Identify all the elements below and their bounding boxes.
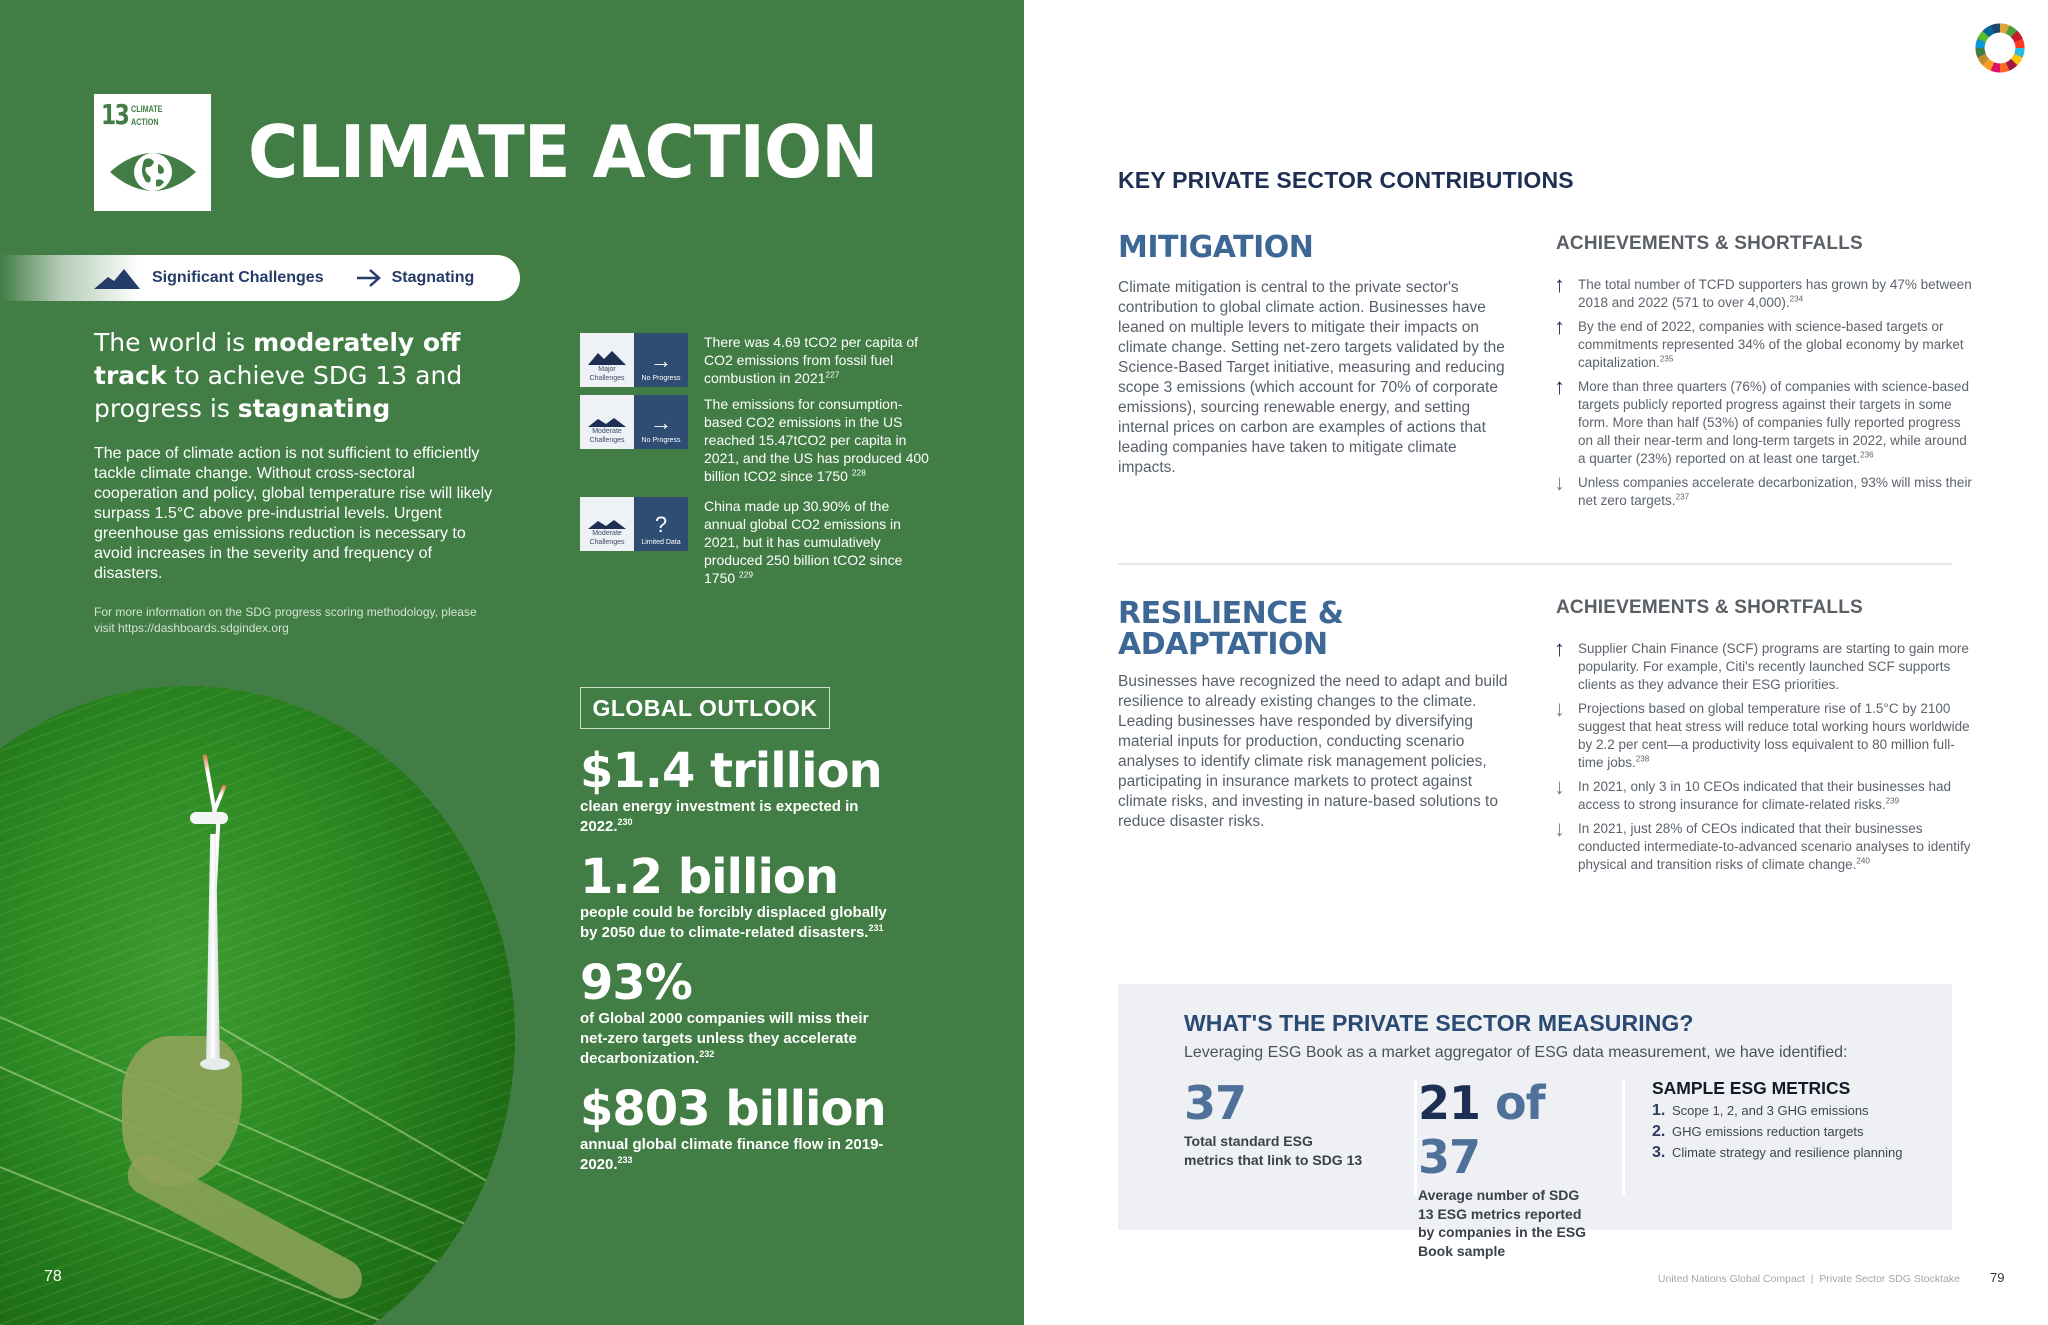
indicator-row: Major Challenges → No Progress There was … <box>580 333 940 387</box>
sdg-number: 13 <box>101 98 130 131</box>
key-contributions-heading: KEY PRIVATE SECTOR CONTRIBUTIONS <box>1118 167 1574 193</box>
global-outlook-stats: $1.4 trillion clean energy investment is… <box>580 745 900 1189</box>
left-page: 13 CLIMATE ACTION CLIMATE ACTION Signifi… <box>0 0 1024 1325</box>
indicator-row: Moderate Challenges → No Progress The emi… <box>580 395 940 485</box>
mitigation-body: Climate mitigation is central to the pri… <box>1118 279 1505 476</box>
measuring-subtitle: Leveraging ESG Book as a market aggregat… <box>1184 1044 1848 1061</box>
sample-metric-item: 1. Scope 1, 2, and 3 GHG emissions <box>1652 1102 1869 1119</box>
arrow-right-icon: → <box>650 410 672 435</box>
arrow-right-icon: → <box>650 348 672 373</box>
page-number: 78 <box>44 1268 62 1285</box>
dashboard-status: Significant Challenges <box>152 269 324 286</box>
wind-turbine-photo <box>0 686 515 1325</box>
achievement-item: ↑ By the end of 2022, companies with scie… <box>1554 314 1964 371</box>
arrow-up-icon: ↑ <box>1554 374 1565 399</box>
sample-metric-item: 3. Climate strategy and resilience planni… <box>1652 1144 1903 1161</box>
outlook-stat: 93% of Global 2000 companies will miss t… <box>580 955 869 1067</box>
mitigation-title: MITIGATION <box>1118 230 1314 265</box>
shortfall-item: ↓ Projections based on global temperature… <box>1554 696 1970 771</box>
shortfall-item: ↓ In 2021, only 3 in 10 CEOs indicated th… <box>1554 774 1951 813</box>
achievement-item: ↑ Supplier Chain Finance (SCF) programs a… <box>1554 636 1969 693</box>
methodology-note: For more information on the SDG progress… <box>94 605 477 635</box>
resilience-body: Businesses have recognized the need to a… <box>1118 673 1508 830</box>
arrow-up-icon: ↑ <box>1554 314 1565 339</box>
column-divider <box>1622 1080 1625 1196</box>
footer-text: United Nations Global Compact | Private … <box>1657 1273 1960 1285</box>
arrow-down-icon: ↓ <box>1554 816 1565 841</box>
sample-metric-item: 2. GHG emissions reduction targets <box>1652 1123 1864 1140</box>
indicator-chip: Moderate Challenges ? Limited Data <box>580 497 688 551</box>
mountain-icon <box>94 269 140 289</box>
arrow-down-icon: ↓ <box>1554 696 1565 721</box>
outlook-stat: $1.4 trillion clean energy investment is… <box>580 743 883 835</box>
sdg-status-pill: Significant Challenges Stagnating <box>0 255 520 301</box>
mitigation-achievements-list: ↑ The total number of TCFD supporters has… <box>1554 272 1974 516</box>
mountain-icon <box>588 520 626 529</box>
outlook-stat: 1.2 billion people could be forcibly dis… <box>580 849 887 941</box>
global-outlook-heading: GLOBAL OUTLOOK <box>580 687 830 729</box>
resilience-achievements-title: ACHIEVEMENTS & SHORTFALLS <box>1556 597 1863 618</box>
trend-status: Stagnating <box>391 269 475 286</box>
arrow-up-icon: ↑ <box>1554 636 1565 661</box>
metric-stat-total: 37 Total standard ESG metrics that link … <box>1184 1076 1363 1168</box>
arrow-up-icon: ↑ <box>1554 272 1565 297</box>
mitigation-achievements-title: ACHIEVEMENTS & SHORTFALLS <box>1556 233 1863 254</box>
right-page: KEY PRIVATE SECTOR CONTRIBUTIONS MITIGAT… <box>1024 0 2048 1325</box>
sdg-label: CLIMATE ACTION <box>131 104 163 127</box>
indicator-chip: Moderate Challenges → No Progress <box>580 395 688 449</box>
page-number: 79 <box>1990 1270 2005 1285</box>
page-title: CLIMATE ACTION <box>248 110 878 194</box>
measuring-panel: WHAT'S THE PRIVATE SECTOR MEASURING? Lev… <box>1118 984 1952 1259</box>
indicator-row: Moderate Challenges ? Limited Data China … <box>580 497 940 587</box>
outlook-stat: $803 billion annual global climate finan… <box>580 1081 887 1173</box>
shortfall-item: ↓ Unless companies accelerate decarboniza… <box>1554 470 1972 509</box>
arrow-right-icon <box>356 269 381 287</box>
indicator-text: China made up 30.90% of the annual globa… <box>704 498 903 586</box>
sdg13-badge: 13 CLIMATE ACTION <box>94 94 211 211</box>
sample-metrics: SAMPLE ESG METRICS 1. Scope 1, 2, and 3 G… <box>1652 1078 1912 1166</box>
intro-body: The pace of climate action is not suffic… <box>94 445 493 582</box>
resilience-achievements-list: ↑ Supplier Chain Finance (SCF) programs a… <box>1554 636 1974 880</box>
indicator-chip: Major Challenges → No Progress <box>580 333 688 387</box>
arrow-down-icon: ↓ <box>1554 774 1565 799</box>
column-divider <box>1414 1080 1417 1196</box>
achievement-item: ↑ More than three quarters (76%) of compa… <box>1554 374 1969 467</box>
mountain-icon <box>588 418 626 427</box>
arrow-down-icon: ↓ <box>1554 470 1565 495</box>
indicator-list: Major Challenges → No Progress There was … <box>580 333 940 595</box>
mountain-icon <box>588 351 626 365</box>
metric-stat-average: 21 of 37 Average number of SDG 13 ESG me… <box>1418 1076 1587 1259</box>
shortfall-item: ↓ In 2021, just 28% of CEOs indicated tha… <box>1554 816 1971 873</box>
indicator-text: The emissions for consumption-based CO2 … <box>704 396 929 484</box>
indicator-text: There was 4.69 tCO2 per capita of CO2 em… <box>704 334 918 386</box>
measuring-title: WHAT'S THE PRIVATE SECTOR MEASURING? <box>1184 1010 1694 1036</box>
achievement-item: ↑ The total number of TCFD supporters has… <box>1554 272 1972 311</box>
question-icon: ? <box>654 512 668 537</box>
section-divider <box>1118 563 1952 565</box>
headline: The world is moderately off track to ach… <box>94 328 463 423</box>
resilience-title: RESILIENCE & ADAPTATION <box>1118 596 1344 662</box>
eye-globe-icon <box>110 153 196 191</box>
sdg-wheel-icon <box>1975 23 2025 73</box>
